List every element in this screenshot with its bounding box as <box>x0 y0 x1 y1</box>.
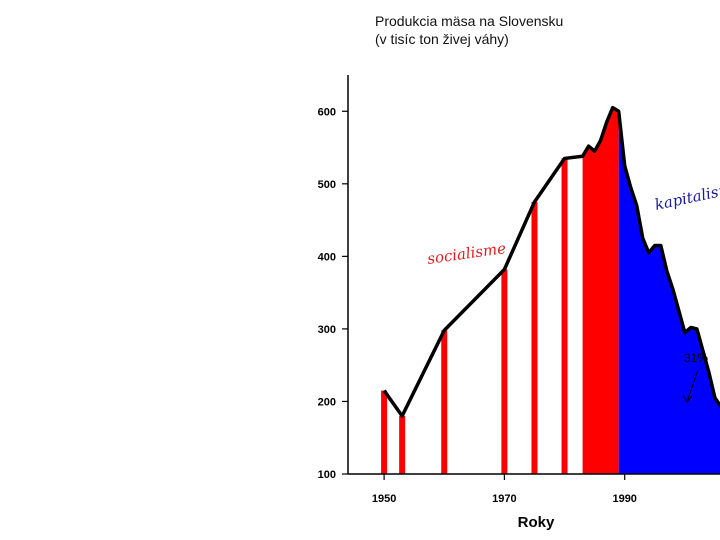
annotation-socialism: socialisme <box>426 239 507 268</box>
y-tick-label-200: 200 <box>318 396 336 408</box>
red-bar-1960 <box>441 330 448 474</box>
annotation-capitalism: kapitalisme <box>653 178 720 214</box>
chart-axes <box>347 75 720 475</box>
red-bar-1970 <box>501 269 508 474</box>
chart-red-bars <box>381 158 568 475</box>
red-bar-1953 <box>399 415 406 474</box>
x-tick-label-1970: 1970 <box>492 493 516 505</box>
chart-title: Produkcia mäsa na Slovensku (v tisíc ton… <box>375 12 563 48</box>
chart-fills <box>582 107 720 475</box>
chart-ticks: 1002003004005006001950197019902010 <box>318 106 637 505</box>
red-area-fill <box>582 107 619 475</box>
y-tick-label-600: 600 <box>318 106 336 118</box>
x-tick-label-1990: 1990 <box>612 493 636 505</box>
annotation-percent: 31% <box>684 351 708 365</box>
production-series-line <box>382 105 720 418</box>
y-tick-label-300: 300 <box>318 324 336 336</box>
red-bar-1950 <box>381 390 388 474</box>
y-tick-label-400: 400 <box>318 251 336 263</box>
chart-title-line-2: (v tisíc ton živej váhy) <box>375 31 509 47</box>
annotation-percent-arrowhead <box>682 394 693 403</box>
chart-title-line-1: Produkcia mäsa na Slovensku <box>375 13 564 29</box>
y-tick-label-500: 500 <box>318 179 336 191</box>
y-tick-label-100: 100 <box>318 469 336 481</box>
x-axis-title: Roky <box>518 514 555 531</box>
annotation-percent-arrow <box>686 369 699 403</box>
x-tick-label-1950: 1950 <box>372 493 396 505</box>
red-bar-1975 <box>531 201 538 475</box>
blue-area-fill <box>618 111 720 474</box>
red-bar-1980 <box>561 158 568 474</box>
